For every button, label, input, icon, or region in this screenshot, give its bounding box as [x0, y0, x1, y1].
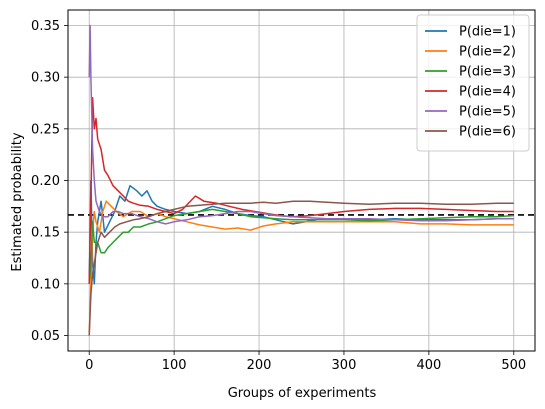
y-axis-title: Estimated probability — [10, 132, 25, 271]
legend-entry-label: P(die=3) — [459, 65, 516, 80]
series-line-die-3 — [88, 208, 514, 284]
y-tick-label: 0.30 — [31, 71, 60, 86]
y-tick-label: 0.25 — [31, 122, 60, 137]
series-group — [88, 24, 514, 336]
x-tick-label: 100 — [162, 358, 187, 373]
axis-ticks: 0 100 200 300 400 500 0.05 0.10 0.15 0.20 0.25 0.30… — [31, 19, 526, 373]
y-tick-label: 0.35 — [31, 19, 60, 34]
y-tick-label: 0.10 — [31, 277, 60, 292]
legend-entry-label: P(die=2) — [459, 45, 516, 60]
legend: P(die=1) P(die=2) P(die=3) P(die=4) P(die=5)… — [416, 14, 530, 152]
y-tick-label: 0.05 — [31, 329, 60, 344]
x-tick-label: 0 — [85, 358, 93, 373]
legend-entry-label: P(die=6) — [459, 125, 516, 140]
series-line-die-4 — [88, 97, 514, 284]
x-axis-title: Groups of experiments — [228, 386, 377, 401]
x-tick-label: 400 — [416, 358, 441, 373]
legend-entry-label: P(die=1) — [459, 25, 516, 40]
x-tick-label: 500 — [501, 358, 526, 373]
x-tick-label: 300 — [332, 358, 357, 373]
series-line-die-6 — [88, 200, 514, 336]
legend-entry-label: P(die=5) — [459, 105, 516, 120]
y-tick-label: 0.20 — [31, 174, 60, 189]
x-tick-label: 200 — [247, 358, 272, 373]
series-line-die-5 — [88, 24, 514, 225]
y-tick-label: 0.15 — [31, 226, 60, 241]
legend-entry-label: P(die=4) — [459, 85, 516, 100]
legend-box — [416, 14, 530, 152]
